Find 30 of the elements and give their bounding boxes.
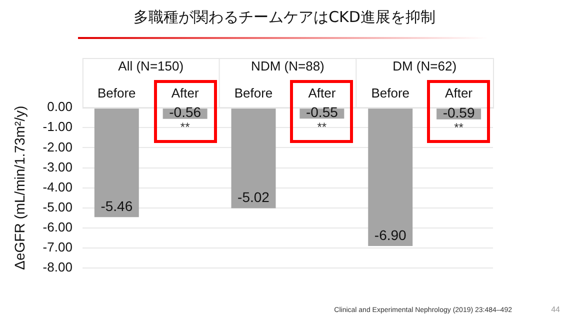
text: All (N=150) [118, 58, 184, 74]
annotation: ** [180, 120, 190, 134]
y-tick-label: -7.00 [42, 240, 72, 255]
annotation: ** [454, 120, 464, 135]
data-label: -5.46 [100, 198, 133, 214]
x-tick-label: Before [97, 85, 136, 100]
x-tick-label: After [445, 85, 474, 100]
x-tick-label: After [171, 85, 200, 100]
x-tick-label: After [308, 85, 336, 100]
y-tick-label: -4.00 [42, 179, 72, 194]
data-label: -0.59 [442, 104, 475, 120]
text: DM (N=62) [392, 58, 457, 74]
data-label: -6.90 [374, 226, 407, 243]
annotation: ** [317, 120, 327, 134]
text: 44 [551, 305, 561, 314]
data-label: -5.02 [238, 189, 270, 206]
y-tick-label: -6.00 [42, 219, 72, 234]
x-tick-label: Before [234, 85, 273, 100]
data-label: -0.55 [306, 104, 338, 120]
text: NDM (N=88) [251, 58, 324, 74]
y-axis-title: ΔeGFR (mL/min/1.73m²/y) [11, 106, 28, 270]
y-tick-label: -1.00 [42, 119, 72, 134]
x-tick-label: Before [371, 85, 410, 100]
y-tick-label: -2.00 [42, 139, 72, 154]
data-label: -0.56 [169, 104, 202, 120]
y-tick-label: -8.00 [42, 260, 72, 275]
y-tick-label: -3.00 [42, 159, 72, 174]
y-tick-label: 0.00 [47, 99, 72, 114]
y-tick-label: -5.00 [42, 199, 72, 214]
chart-title: 多職種が関わるチームケアはCKD進展を抑制 [132, 8, 436, 27]
